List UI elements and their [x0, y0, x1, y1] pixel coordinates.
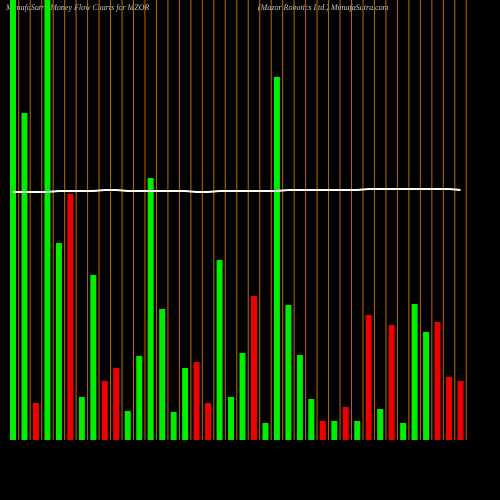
- bar: [124, 411, 131, 440]
- bar: [446, 377, 453, 440]
- bar: [319, 421, 326, 440]
- bar: [296, 355, 303, 440]
- bar: [331, 421, 338, 440]
- bar: [147, 178, 154, 440]
- bar: [170, 412, 177, 440]
- bar: [55, 243, 62, 440]
- bar: [250, 296, 257, 440]
- bar: [342, 407, 349, 440]
- chart-subtitle: (Mazor Robotics Ltd.) MunafaSutra.com: [258, 3, 389, 12]
- chart-title: MunafaSutra Money Flow Charts for MZOR: [5, 3, 149, 12]
- bar: [400, 423, 407, 440]
- bar: [10, 0, 16, 440]
- bar: [423, 332, 430, 440]
- bar: [228, 397, 235, 440]
- bar: [44, 0, 51, 440]
- bar: [67, 194, 74, 440]
- bar: [457, 381, 464, 440]
- bar: [434, 322, 441, 440]
- bar: [101, 381, 108, 440]
- bar: [21, 113, 28, 440]
- bar: [113, 368, 120, 440]
- bar: [308, 399, 315, 440]
- bar: [182, 368, 189, 440]
- bar: [354, 421, 361, 440]
- money-flow-line: [13, 188, 461, 193]
- bar: [239, 353, 246, 440]
- bar: [90, 275, 97, 440]
- bar: [388, 325, 395, 440]
- bar: [32, 403, 39, 440]
- bar: [262, 423, 269, 440]
- bar: [205, 403, 212, 440]
- bar: [136, 356, 143, 440]
- bar: [377, 409, 384, 440]
- bar: [159, 309, 166, 440]
- bar: [273, 77, 280, 440]
- bar: [285, 305, 292, 440]
- bar: [365, 315, 372, 440]
- bar: [78, 397, 85, 440]
- bar: [193, 362, 200, 440]
- bar: [216, 260, 223, 440]
- bar: [411, 304, 418, 440]
